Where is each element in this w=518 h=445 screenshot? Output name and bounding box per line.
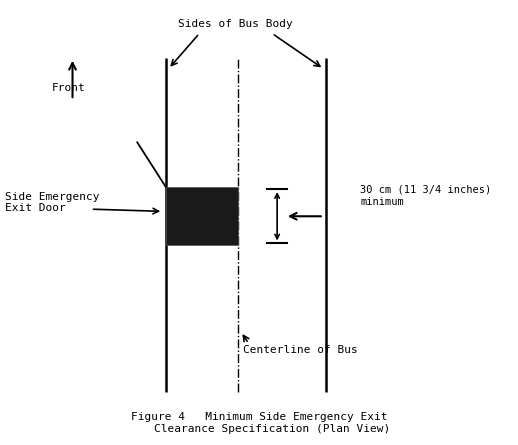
Text: Centerline of Bus: Centerline of Bus — [243, 345, 358, 355]
Text: Figure 4   Minimum Side Emergency Exit
    Clearance Specification (Plan View): Figure 4 Minimum Side Emergency Exit Cle… — [127, 412, 391, 434]
Bar — [166, 187, 238, 245]
Text: 30 cm (11 3/4 inches)
minimum: 30 cm (11 3/4 inches) minimum — [360, 185, 491, 206]
Text: Side Emergency
Exit Door: Side Emergency Exit Door — [5, 192, 99, 213]
Text: Sides of Bus Body: Sides of Bus Body — [178, 19, 293, 29]
Text: Front: Front — [52, 84, 85, 93]
